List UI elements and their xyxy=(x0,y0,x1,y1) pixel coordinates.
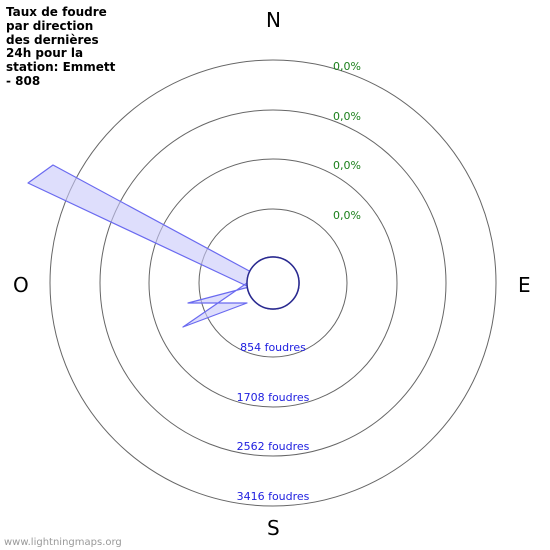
svg-text:1708 foudres: 1708 foudres xyxy=(237,391,310,404)
cardinal-n: N xyxy=(266,8,281,32)
cardinal-w: O xyxy=(13,273,29,297)
svg-text:854 foudres: 854 foudres xyxy=(240,341,306,354)
svg-text:0,0%: 0,0% xyxy=(333,60,361,73)
cardinal-s: S xyxy=(267,516,280,540)
cardinal-e: E xyxy=(518,273,531,297)
svg-text:0,0%: 0,0% xyxy=(333,159,361,172)
windrose-chart: 0,0% 0,0% 0,0% 0,0% 854 foudres 1708 foudres 2… xyxy=(0,0,550,550)
svg-text:2562 foudres: 2562 foudres xyxy=(237,440,310,453)
svg-text:3416 foudres: 3416 foudres xyxy=(237,490,310,503)
svg-text:0,0%: 0,0% xyxy=(333,110,361,123)
svg-text:0,0%: 0,0% xyxy=(333,209,361,222)
footer-attribution: www.lightningmaps.org xyxy=(4,537,122,548)
